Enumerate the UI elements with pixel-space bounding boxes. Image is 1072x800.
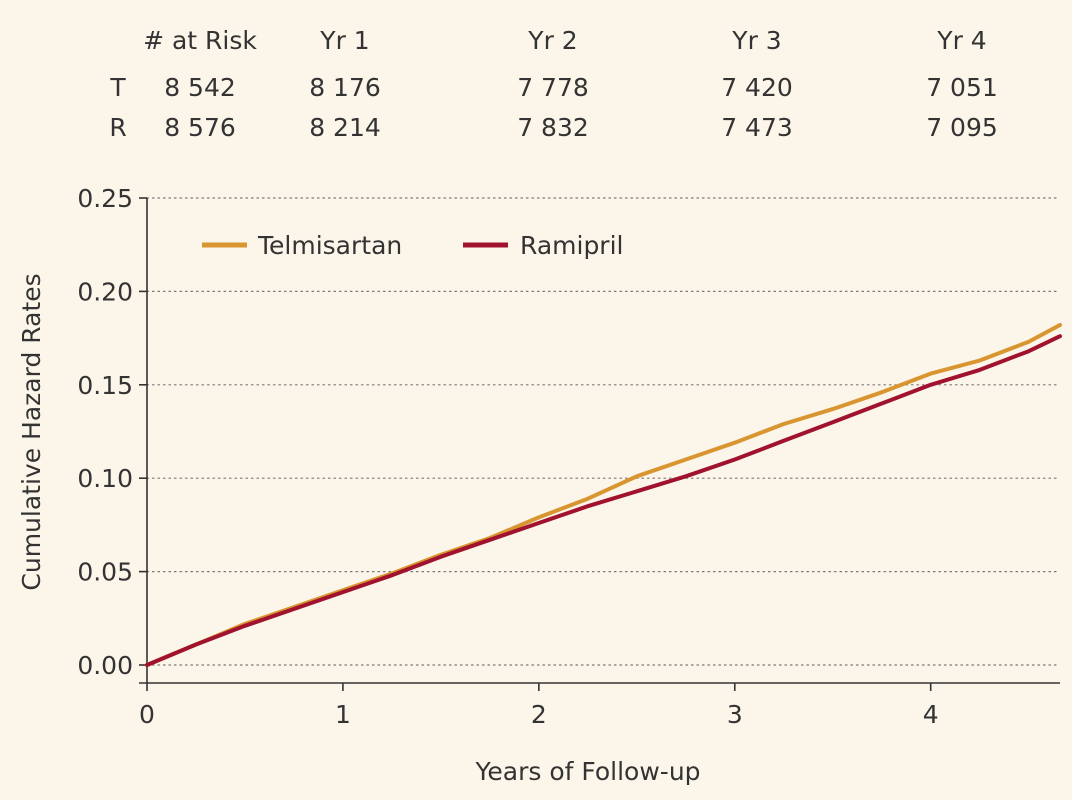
risk-cell: 7 051 [926, 73, 998, 102]
axes [139, 198, 1060, 684]
legend-label-telmisartan: Telmisartan [257, 231, 402, 260]
x-tick-label: 3 [727, 700, 743, 729]
y-tick-label: 0.15 [77, 371, 133, 400]
x-tick-label: 1 [335, 700, 351, 729]
risk-row-label: T [109, 73, 126, 102]
risk-cell: 7 832 [517, 113, 589, 142]
x-tick-label: 0 [139, 700, 155, 729]
risk-header-0: # at Risk [143, 26, 257, 55]
legend: Telmisartan Ramipril [202, 231, 623, 260]
tick-labels: 0.00 0.05 0.10 0.15 0.20 0.25 0 1 2 3 4 [77, 184, 938, 729]
y-tick-label: 0.00 [77, 651, 133, 680]
grid-lines [146, 197, 1061, 666]
risk-row-label: R [109, 113, 126, 142]
series-lines [145, 323, 1062, 667]
risk-cell: 8 542 [164, 73, 236, 102]
y-tick-label: 0.25 [77, 184, 133, 213]
y-tick-label: 0.10 [77, 464, 133, 493]
risk-header-3: Yr 3 [731, 26, 781, 55]
series-line-ramipril [145, 334, 1062, 667]
legend-label-ramipril: Ramipril [520, 231, 623, 260]
y-tick-label: 0.20 [77, 277, 133, 306]
y-axis-label: Cumulative Hazard Rates [17, 273, 46, 590]
risk-header-4: Yr 4 [936, 26, 986, 55]
risk-cell: 8 214 [309, 113, 381, 142]
at-risk-table: # at Risk Yr 1 Yr 2 Yr 3 Yr 4 T 8 542 8 176 7 77… [109, 26, 997, 142]
risk-header-2: Yr 2 [527, 26, 577, 55]
x-tick-label: 4 [923, 700, 939, 729]
risk-cell: 7 473 [721, 113, 793, 142]
x-axis-label: Years of Follow-up [474, 757, 700, 786]
risk-cell: 7 420 [721, 73, 793, 102]
risk-cell: 7 095 [926, 113, 998, 142]
risk-header-1: Yr 1 [319, 26, 369, 55]
risk-cell: 8 576 [164, 113, 236, 142]
risk-cell: 7 778 [517, 73, 589, 102]
risk-cell: 8 176 [309, 73, 381, 102]
x-tick-label: 2 [531, 700, 547, 729]
y-tick-label: 0.05 [77, 558, 133, 587]
